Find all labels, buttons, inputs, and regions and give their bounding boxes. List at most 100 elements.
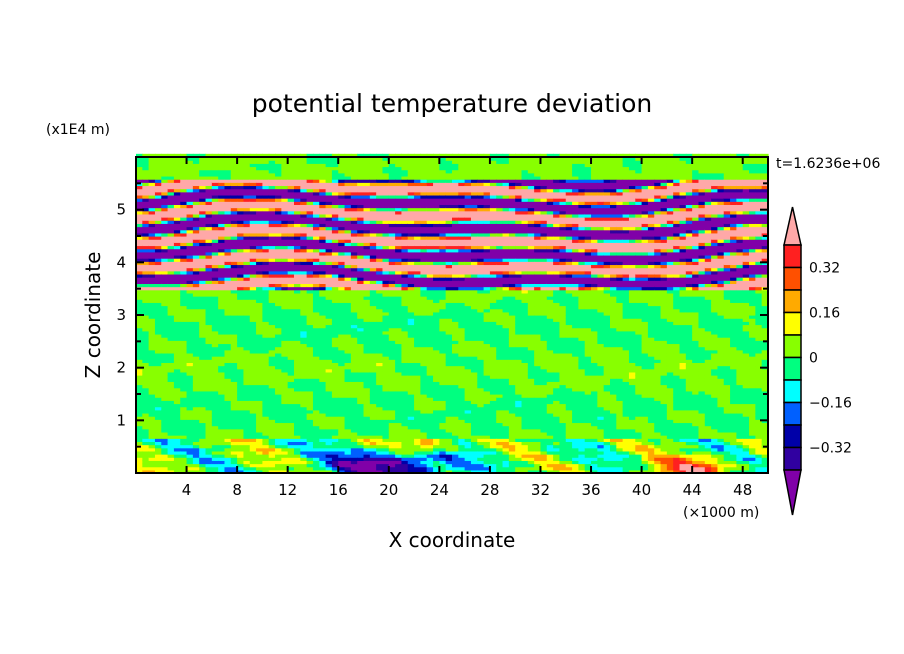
field-cell bbox=[445, 422, 453, 427]
field-cell bbox=[407, 254, 415, 259]
field-cell bbox=[312, 378, 320, 382]
field-cell bbox=[344, 172, 352, 177]
field-cell bbox=[325, 460, 333, 465]
field-cell bbox=[237, 400, 245, 405]
field-cell bbox=[262, 378, 270, 382]
field-cell bbox=[211, 198, 219, 202]
field-cell bbox=[218, 441, 226, 446]
field-cell bbox=[388, 463, 396, 468]
field-cell bbox=[218, 368, 226, 373]
field-cell bbox=[142, 172, 150, 177]
field-cell bbox=[363, 400, 371, 405]
field-cell bbox=[249, 163, 257, 168]
field-cell bbox=[433, 254, 440, 259]
field-cell bbox=[426, 384, 434, 389]
field-cell bbox=[445, 387, 453, 392]
field-cell bbox=[350, 419, 358, 424]
field-cell bbox=[407, 277, 415, 281]
field-cell bbox=[294, 384, 301, 389]
field-cell bbox=[148, 201, 156, 205]
field-cell bbox=[312, 213, 320, 218]
field-cell bbox=[433, 220, 440, 224]
field-cell bbox=[256, 179, 263, 183]
field-cell bbox=[256, 277, 263, 281]
field-cell bbox=[369, 438, 377, 442]
field-cell bbox=[281, 267, 289, 272]
field-cell bbox=[186, 438, 194, 442]
field-cell bbox=[363, 220, 371, 224]
field-cell bbox=[249, 346, 257, 351]
field-cell bbox=[319, 435, 327, 439]
field-cell bbox=[338, 163, 346, 168]
field-cell bbox=[331, 182, 339, 187]
field-cell bbox=[192, 403, 200, 408]
field-cell bbox=[142, 387, 150, 392]
field-cell bbox=[401, 157, 409, 161]
field-cell bbox=[142, 431, 150, 436]
field-cell bbox=[154, 191, 162, 196]
field-cell bbox=[205, 343, 213, 348]
field-cell bbox=[224, 242, 232, 247]
field-cell bbox=[237, 283, 245, 288]
field-cell bbox=[312, 175, 320, 180]
field-cell bbox=[306, 172, 314, 177]
field-cell bbox=[173, 217, 181, 221]
field-cell bbox=[407, 371, 415, 376]
field-cell bbox=[312, 273, 320, 278]
field-cell bbox=[275, 245, 282, 250]
field-cell bbox=[294, 368, 301, 373]
field-cell bbox=[199, 428, 207, 433]
field-cell bbox=[338, 185, 346, 190]
field-cell bbox=[363, 191, 371, 196]
field-cell bbox=[376, 349, 384, 354]
field-cell bbox=[136, 220, 143, 224]
field-cell bbox=[205, 371, 213, 376]
field-cell bbox=[388, 333, 396, 338]
field-cell bbox=[401, 198, 409, 202]
field-cell bbox=[300, 283, 308, 288]
field-cell bbox=[414, 378, 421, 382]
field-cell bbox=[256, 242, 263, 247]
field-cell bbox=[388, 362, 396, 367]
field-cell bbox=[142, 299, 150, 303]
field-cell bbox=[192, 375, 200, 379]
field-cell bbox=[344, 425, 352, 430]
field-cell bbox=[439, 400, 447, 405]
field-cell bbox=[357, 330, 365, 335]
field-cell bbox=[426, 223, 434, 228]
field-cell bbox=[433, 431, 440, 436]
field-cell bbox=[148, 356, 156, 360]
field-cell bbox=[325, 232, 333, 237]
field-cell bbox=[243, 179, 251, 183]
field-cell bbox=[142, 416, 150, 420]
field-cell bbox=[275, 375, 282, 379]
field-cell bbox=[433, 454, 440, 458]
field-cell bbox=[338, 352, 346, 357]
field-cell bbox=[230, 384, 238, 389]
field-cell bbox=[262, 346, 270, 351]
field-cell bbox=[363, 153, 371, 158]
field-cell bbox=[211, 289, 219, 294]
field-cell bbox=[237, 223, 245, 228]
field-cell bbox=[338, 201, 346, 205]
field-cell bbox=[319, 273, 327, 278]
field-cell bbox=[218, 258, 226, 262]
field-cell bbox=[426, 204, 434, 209]
field-cell bbox=[414, 302, 421, 307]
field-cell bbox=[439, 327, 447, 332]
field-cell bbox=[180, 390, 188, 395]
field-cell bbox=[249, 409, 257, 414]
field-cell bbox=[281, 163, 289, 168]
field-cell bbox=[281, 185, 289, 190]
field-cell bbox=[275, 390, 282, 395]
field-cell bbox=[395, 375, 403, 379]
field-cell bbox=[154, 296, 162, 300]
field-cell bbox=[357, 286, 365, 291]
field-cell bbox=[275, 273, 282, 278]
field-cell bbox=[230, 397, 238, 401]
field-cell bbox=[262, 289, 270, 294]
field-cell bbox=[243, 352, 251, 357]
field-cell bbox=[136, 318, 143, 322]
field-cell bbox=[186, 346, 194, 351]
field-cell bbox=[357, 466, 365, 471]
